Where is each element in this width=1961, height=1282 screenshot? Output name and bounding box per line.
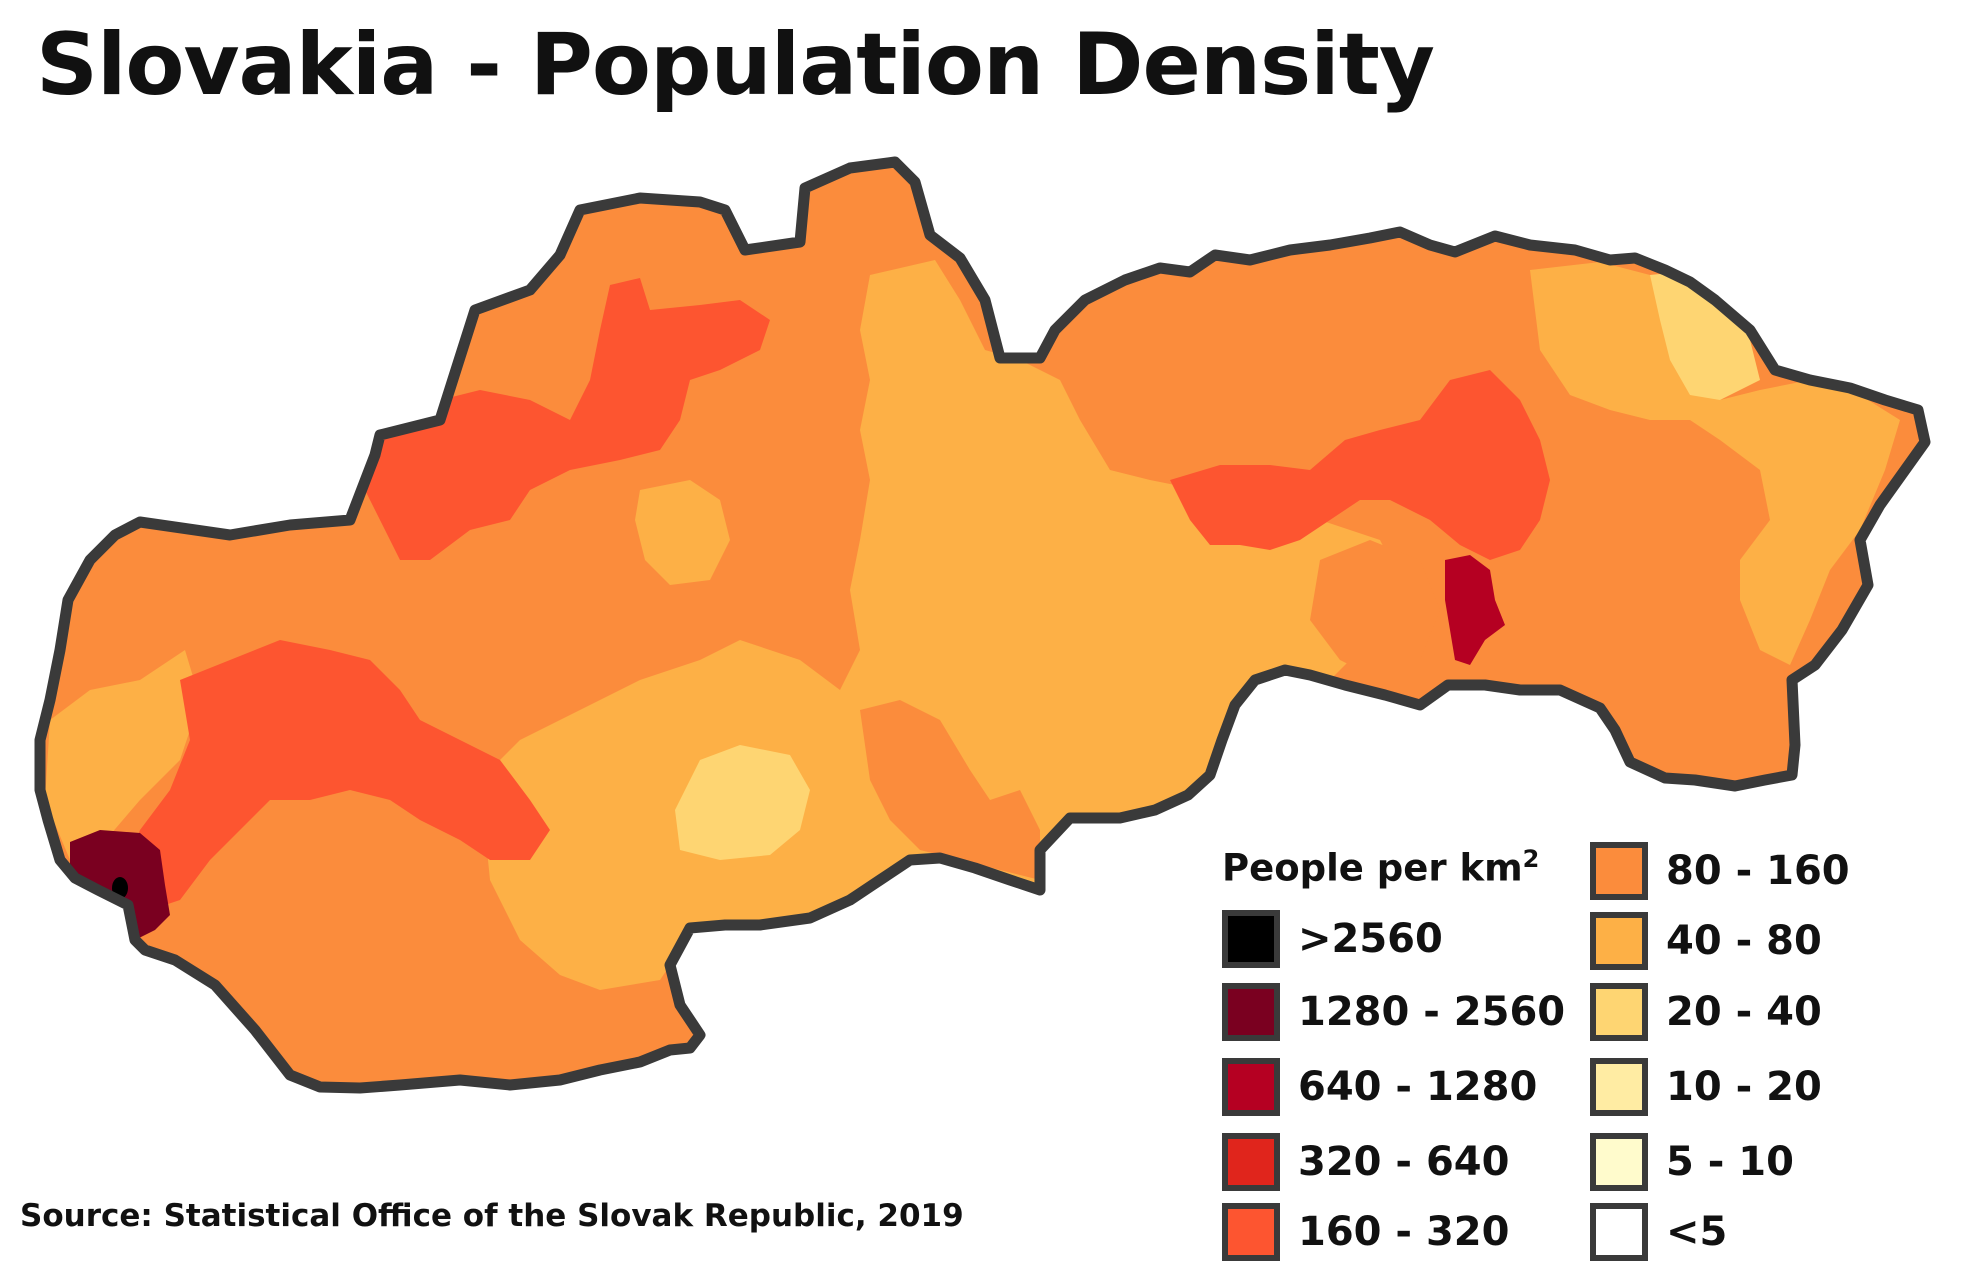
legend-label: 20 - 40 — [1666, 989, 1822, 1035]
legend-item: 20 - 40 — [1590, 983, 1822, 1041]
legend-item: >2560 — [1222, 910, 1443, 968]
legend-title-superscript: 2 — [1522, 845, 1540, 873]
region-density-80-160-south — [860, 700, 1040, 880]
legend-item: 40 - 80 — [1590, 912, 1822, 970]
region-density-40-80-north — [635, 480, 730, 585]
region-density-20-40-south — [675, 745, 810, 860]
legend-swatch — [1590, 1133, 1648, 1191]
legend-label: 320 - 640 — [1298, 1139, 1510, 1185]
legend-title-text: People per km — [1222, 846, 1523, 890]
legend-swatch — [1222, 910, 1280, 968]
legend-item: 80 - 160 — [1590, 842, 1850, 900]
region-density-40-80-west — [45, 650, 200, 860]
legend-item: 640 - 1280 — [1222, 1058, 1537, 1116]
source-note: Source: Statistical Office of the Slovak… — [20, 1198, 964, 1234]
legend-swatch — [1590, 1058, 1648, 1116]
legend-swatch — [1222, 1058, 1280, 1116]
legend-label: 5 - 10 — [1666, 1139, 1794, 1185]
region-density-80-160-east-pocket — [1310, 540, 1440, 680]
legend-swatch — [1222, 983, 1280, 1041]
legend-label: 40 - 80 — [1666, 918, 1822, 964]
legend-swatch — [1590, 1203, 1648, 1261]
region-density-40-80-east — [1530, 262, 1900, 665]
legend-item: <5 — [1590, 1203, 1727, 1261]
legend-label: 1280 - 2560 — [1298, 989, 1566, 1035]
region-density-160-320-east — [1170, 370, 1550, 560]
legend-swatch — [1590, 983, 1648, 1041]
legend-label: 80 - 160 — [1666, 848, 1850, 894]
legend-swatch — [1590, 842, 1648, 900]
region-density-160-320-southwest — [120, 640, 550, 910]
legend-item: 1280 - 2560 — [1222, 983, 1565, 1041]
map-title: Slovakia - Population Density — [36, 15, 1435, 115]
legend-swatch — [1222, 1203, 1280, 1261]
legend-swatch — [1590, 912, 1648, 970]
region-density-160-320-northwest — [360, 278, 770, 560]
legend-item: 5 - 10 — [1590, 1133, 1794, 1191]
region-density-20-40-northeast — [1650, 270, 1760, 400]
legend-label: 640 - 1280 — [1298, 1064, 1538, 1110]
legend-swatch — [1222, 1133, 1280, 1191]
legend-item: 160 - 320 — [1222, 1203, 1509, 1261]
legend-title: People per km2 — [1222, 845, 1539, 889]
region-density-640-1280-kosice — [1445, 555, 1505, 665]
legend-label: <5 — [1666, 1209, 1728, 1255]
legend-item: 320 - 640 — [1222, 1133, 1509, 1191]
legend-label: >2560 — [1298, 916, 1443, 962]
legend-label: 160 - 320 — [1298, 1209, 1510, 1255]
legend-item: 10 - 20 — [1590, 1058, 1822, 1116]
legend-label: 10 - 20 — [1666, 1064, 1822, 1110]
